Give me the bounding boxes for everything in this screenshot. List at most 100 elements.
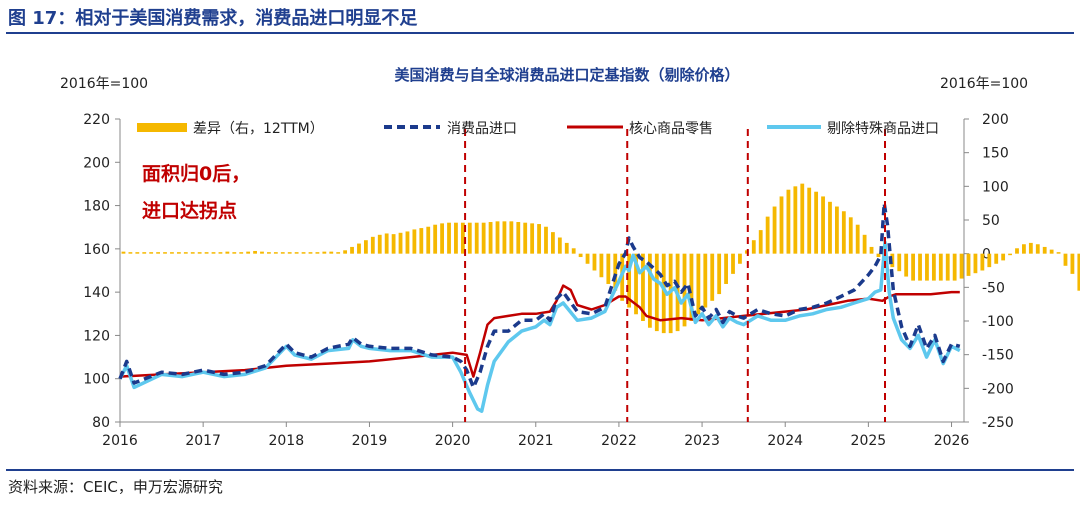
diff-bar (758, 230, 763, 254)
diff-bar (751, 240, 756, 254)
diff-bar (329, 251, 334, 254)
legend-label-diff: 差异（右，12TTM） (193, 121, 324, 137)
ex-special-imports-line (118, 240, 961, 413)
diff-bar (613, 253, 618, 291)
diff-bar (918, 253, 922, 281)
diff-bar (460, 222, 465, 254)
diff-bar (1056, 252, 1061, 254)
left-axis-tick-label: 200 (83, 155, 110, 171)
diff-bar (634, 253, 638, 315)
diff-bar (606, 253, 611, 284)
diff-bar (973, 253, 978, 274)
diff-bar (232, 252, 237, 254)
figure-title: 图 17：相对于美国消费需求，消费品进口明显不足 (8, 8, 418, 29)
diff-bar (391, 234, 396, 254)
diff-bar (661, 253, 666, 334)
diff-bar (149, 252, 154, 254)
diff-bar (308, 252, 313, 254)
diff-bar (738, 253, 742, 264)
diff-bar (183, 252, 188, 254)
diff-bar (717, 253, 722, 295)
series-lines (118, 201, 961, 413)
left-axis-tick-label: 120 (83, 328, 110, 344)
diff-bar (142, 252, 147, 254)
x-axis-tick-label: 2026 (934, 433, 970, 449)
diff-bar (592, 253, 597, 271)
diff-bar (544, 226, 548, 254)
diff-bar (474, 222, 479, 254)
diff-bar (176, 252, 181, 254)
diff-bar (260, 251, 264, 254)
diff-bar (1008, 253, 1012, 256)
diff-bar (509, 221, 514, 254)
diff-bar (350, 246, 354, 254)
chart: 美国消费与自全球消费品进口定基指数（剔除价格） 2016年=100 2016年=… (60, 66, 1080, 449)
diff-bar (495, 221, 500, 254)
diff-bar (800, 183, 805, 254)
diff-bar (821, 196, 825, 254)
diff-bar (267, 252, 271, 254)
diff-bar (938, 253, 943, 281)
diff-bar (814, 191, 819, 254)
axes: 80 100 120 140 160 180 200 220 -250 -200 -150 -100 -… (83, 112, 1014, 449)
source-note: 资料来源：CEIC，申万宏源研究 (8, 478, 223, 496)
right-axis-tick-label: -200 (982, 381, 1014, 397)
diff-bar (523, 222, 528, 254)
diff-bar (481, 222, 486, 254)
diff-bar (246, 251, 251, 254)
diff-bar (1015, 248, 1019, 254)
diff-bar (357, 243, 361, 254)
x-axis-tick-label: 2022 (601, 433, 637, 449)
diff-bar (1035, 244, 1040, 254)
top-rule (6, 32, 1074, 34)
diff-bar (433, 224, 438, 254)
right-axis-tick-label: -150 (982, 348, 1014, 364)
diff-bars (121, 183, 1080, 334)
diff-bar (959, 253, 964, 279)
diff-bar (828, 201, 832, 254)
diff-bar (585, 253, 590, 264)
diff-bar (204, 252, 209, 254)
diff-bar (952, 253, 957, 281)
diff-bar (765, 216, 770, 254)
diff-bar (343, 250, 348, 254)
legend: 差异（右，12TTM） 消费品进口 核心商品零售 剔除特殊商品进口 (137, 121, 939, 137)
x-axis-tick-label: 2025 (851, 433, 887, 449)
right-axis-tick-label: 50 (982, 213, 1000, 229)
legend-label-core-retail: 核心商品零售 (629, 121, 713, 137)
diff-bar (197, 252, 202, 254)
diff-bar (121, 251, 126, 254)
diff-bar (862, 234, 867, 254)
diff-bar (447, 222, 451, 254)
diff-bar (696, 253, 701, 315)
left-axis-title: 2016年=100 (60, 76, 148, 92)
x-axis-tick-label: 2016 (102, 433, 138, 449)
diff-bar (779, 196, 784, 254)
diff-bar (1070, 253, 1075, 274)
diff-bar (454, 222, 458, 254)
diff-bar (1001, 253, 1006, 261)
diff-bar (571, 248, 576, 254)
diff-bar (370, 236, 375, 254)
diff-bar (405, 231, 410, 254)
diff-bar (987, 253, 992, 268)
right-axis-title: 2016年=100 (940, 76, 1028, 92)
diff-bar (931, 253, 936, 281)
diff-bar (980, 253, 985, 271)
x-axis-tick-label: 2021 (518, 433, 554, 449)
diff-bar (225, 251, 230, 254)
left-axis-tick-label: 140 (83, 285, 110, 301)
left-axis-tick-label: 160 (83, 242, 110, 258)
right-axis-tick-label: 200 (982, 112, 1009, 128)
diff-bar (398, 232, 403, 254)
diff-bar (530, 223, 535, 254)
diff-bar (654, 253, 659, 332)
diff-bar (294, 252, 299, 254)
x-axis-tick-label: 2017 (185, 433, 221, 449)
diff-bar (1022, 244, 1026, 254)
diff-bar (966, 253, 971, 276)
left-axis-tick-label: 100 (83, 372, 110, 388)
diff-bar (502, 221, 507, 254)
diff-bar (170, 252, 174, 254)
diff-bar (156, 252, 161, 254)
